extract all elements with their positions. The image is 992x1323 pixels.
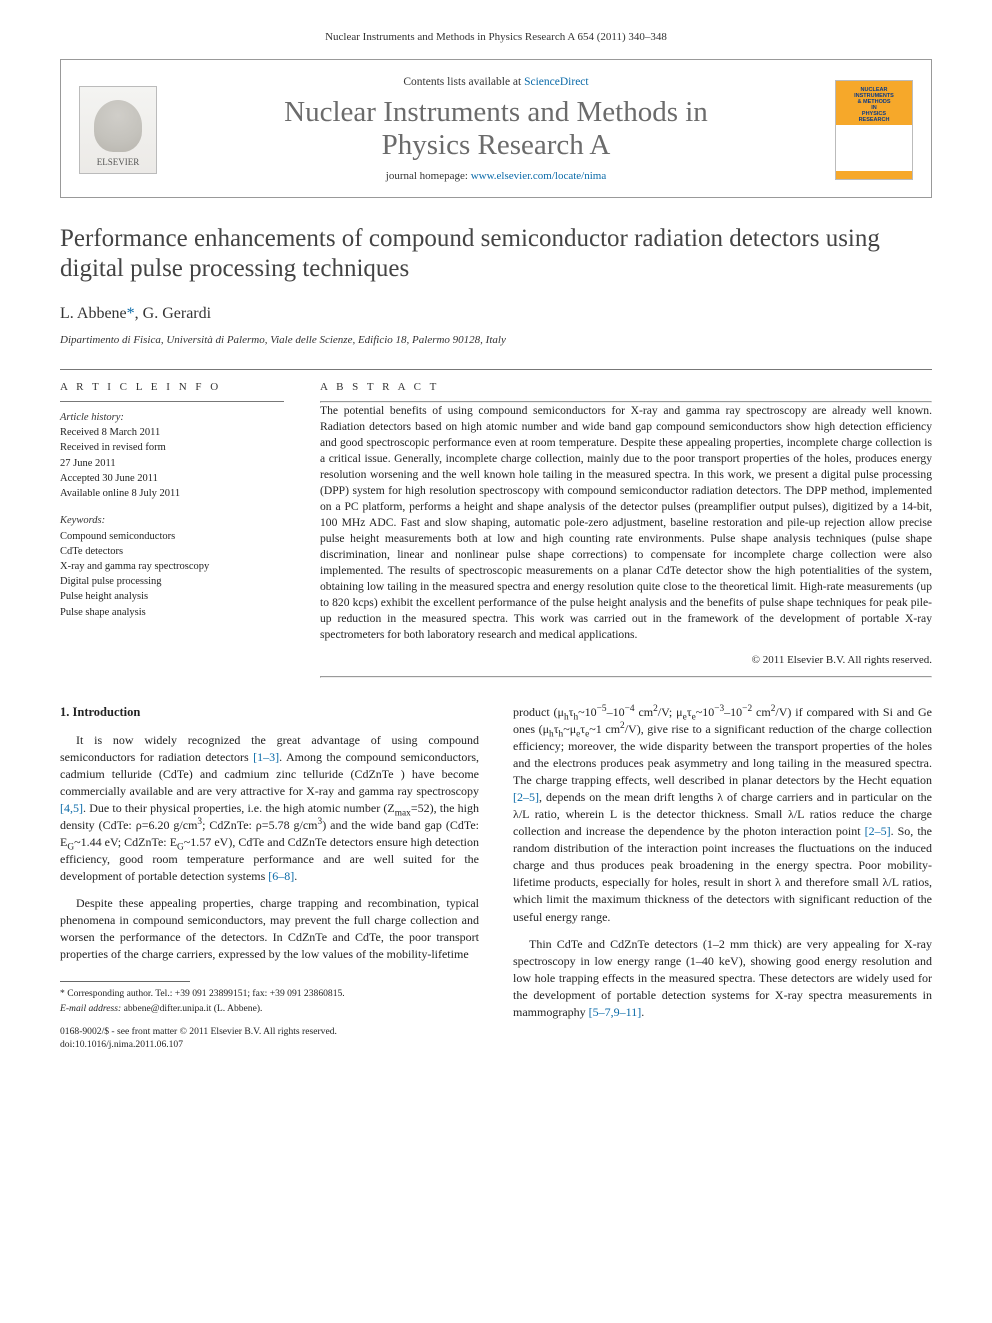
keyword: Compound semiconductors	[60, 529, 284, 544]
history-revised-date: 27 June 2011	[60, 456, 284, 471]
doi-line: doi:10.1016/j.nima.2011.06.107	[60, 1039, 479, 1052]
history-online: Available online 8 July 2011	[60, 486, 284, 501]
article-title: Performance enhancements of compound sem…	[60, 224, 932, 285]
text-run: cm	[752, 705, 771, 719]
abstract-column: A B S T R A C T The potential benefits o…	[320, 380, 932, 679]
keyword: Pulse height analysis	[60, 589, 284, 604]
divider	[60, 401, 284, 402]
elsevier-tree-icon	[94, 100, 142, 152]
text-run: –10	[724, 705, 742, 719]
section-heading: 1. Introduction	[60, 704, 479, 722]
homepage-link[interactable]: www.elsevier.com/locate/nima	[471, 170, 607, 182]
article-info-head: A R T I C L E I N F O	[60, 380, 284, 395]
history-received: Received 8 March 2011	[60, 425, 284, 440]
info-abstract-row: A R T I C L E I N F O Article history: R…	[60, 380, 932, 679]
text-run: –10	[607, 705, 625, 719]
email-footnote: E-mail address: abbene@difter.unipa.it (…	[60, 1003, 479, 1016]
email-value: abbene@difter.unipa.it (L. Abbene).	[121, 1003, 262, 1014]
text-run: ~μ	[563, 722, 576, 736]
keyword: Digital pulse processing	[60, 574, 284, 589]
author-name: L. Abbene	[60, 305, 127, 322]
homepage-line: journal homepage: www.elsevier.com/locat…	[175, 169, 817, 184]
abstract-copyright: © 2011 Elsevier B.V. All rights reserved…	[320, 653, 932, 668]
history-revised: Received in revised form	[60, 440, 284, 455]
text-run: ~10	[696, 705, 715, 719]
journal-name-line1: Nuclear Instruments and Methods in	[284, 96, 708, 128]
text-run: .	[641, 1005, 644, 1019]
body-paragraph: Thin CdTe and CdZnTe detectors (1–2 mm t…	[513, 936, 932, 1021]
keyword: X-ray and gamma ray spectroscopy	[60, 559, 284, 574]
body-paragraph: Despite these appealing properties, char…	[60, 895, 479, 963]
homepage-prefix: journal homepage:	[386, 170, 471, 182]
text-run: ~1 cm	[589, 722, 620, 736]
text-run: ~1.44 eV; CdZnTe: E	[74, 835, 177, 849]
email-label: E-mail address:	[60, 1003, 121, 1014]
body-paragraph: product (μhτh~10−5–10−4 cm2/V; μeτe~10−3…	[513, 704, 932, 925]
text-run: Thin CdTe and CdZnTe detectors (1–2 mm t…	[513, 937, 932, 1019]
footnote-block: * Corresponding author. Tel.: +39 091 23…	[60, 988, 479, 1016]
divider	[320, 676, 932, 678]
publisher-name: ELSEVIER	[97, 156, 140, 169]
corresponding-marker-link[interactable]: *	[127, 305, 135, 322]
running-header: Nuclear Instruments and Methods in Physi…	[60, 30, 932, 45]
issn-line: 0168-9002/$ - see front matter © 2011 El…	[60, 1026, 479, 1039]
abstract-text: The potential benefits of using compound…	[320, 403, 932, 643]
elsevier-logo: ELSEVIER	[79, 86, 157, 174]
author-name: , G. Gerardi	[135, 305, 211, 322]
divider	[60, 369, 932, 370]
corresponding-author-footnote: * Corresponding author. Tel.: +39 091 23…	[60, 988, 479, 1001]
doi-block: 0168-9002/$ - see front matter © 2011 El…	[60, 1026, 479, 1052]
journal-name-line2: Physics Research A	[382, 129, 611, 161]
text-run: . So, the random distribution of the int…	[513, 824, 932, 923]
article-info-column: A R T I C L E I N F O Article history: R…	[60, 380, 284, 679]
cover-line: RESEARCH	[859, 117, 890, 123]
keyword: Pulse shape analysis	[60, 605, 284, 620]
left-column: 1. Introduction It is now widely recogni…	[60, 704, 479, 1052]
journal-name: Nuclear Instruments and Methods in Physi…	[175, 96, 817, 161]
journal-cover-thumb: NUCLEAR INSTRUMENTS & METHODS IN PHYSICS…	[835, 80, 913, 180]
affiliation: Dipartimento di Fisica, Università di Pa…	[60, 333, 932, 348]
history-label: Article history:	[60, 410, 284, 425]
text-run: ; CdZnTe: ρ=5.78 g/cm	[202, 818, 317, 832]
authors-line: L. Abbene*, G. Gerardi	[60, 303, 932, 325]
text-run: ~10	[578, 705, 597, 719]
keywords-block: Keywords: Compound semiconductors CdTe d…	[60, 513, 284, 620]
text-run: cm	[635, 705, 654, 719]
citation-link[interactable]: [5–7,9–11]	[589, 1005, 642, 1019]
citation-link[interactable]: [2–5]	[865, 824, 891, 838]
text-run: . Due to their physical properties, i.e.…	[83, 801, 395, 815]
citation-link[interactable]: [4,5]	[60, 801, 83, 815]
citation-link[interactable]: [6–8]	[268, 869, 294, 883]
citation-link[interactable]: [2–5]	[513, 790, 539, 804]
footnote-divider	[60, 981, 190, 982]
keywords-label: Keywords:	[60, 513, 284, 528]
article-history: Article history: Received 8 March 2011 R…	[60, 410, 284, 501]
cover-strip	[836, 125, 912, 171]
citation-link[interactable]: [1–3]	[253, 750, 279, 764]
history-accepted: Accepted 30 June 2011	[60, 471, 284, 486]
abstract-head: A B S T R A C T	[320, 380, 932, 395]
right-column: product (μhτh~10−5–10−4 cm2/V; μeτe~10−3…	[513, 704, 932, 1052]
sciencedirect-link[interactable]: ScienceDirect	[524, 76, 589, 88]
body-paragraph: It is now widely recognized the great ad…	[60, 732, 479, 885]
contents-prefix: Contents lists available at	[403, 76, 524, 88]
contents-available-line: Contents lists available at ScienceDirec…	[175, 74, 817, 90]
masthead-center: Contents lists available at ScienceDirec…	[175, 74, 817, 184]
text-run: product (μ	[513, 705, 564, 719]
keyword: CdTe detectors	[60, 544, 284, 559]
journal-masthead: ELSEVIER Contents lists available at Sci…	[60, 59, 932, 197]
body-two-column: 1. Introduction It is now widely recogni…	[60, 704, 932, 1052]
text-run: .	[294, 869, 297, 883]
text-run: /V; μ	[658, 705, 683, 719]
